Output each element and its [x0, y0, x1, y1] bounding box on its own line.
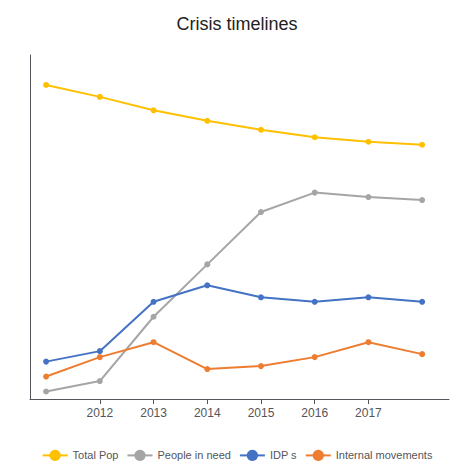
svg-text:2012: 2012 — [86, 406, 113, 420]
svg-text:People in need: People in need — [157, 449, 230, 461]
svg-text:Total Pop: Total Pop — [73, 449, 119, 461]
svg-text:Crisis timelines: Crisis timelines — [176, 14, 297, 34]
svg-text:IDP s: IDP s — [270, 449, 297, 461]
svg-text:2014: 2014 — [194, 406, 221, 420]
svg-text:2013: 2013 — [140, 406, 167, 420]
svg-text:2017: 2017 — [355, 406, 382, 420]
svg-text:2016: 2016 — [301, 406, 328, 420]
svg-text:2015: 2015 — [248, 406, 275, 420]
svg-text:Internal movements: Internal movements — [336, 449, 433, 461]
